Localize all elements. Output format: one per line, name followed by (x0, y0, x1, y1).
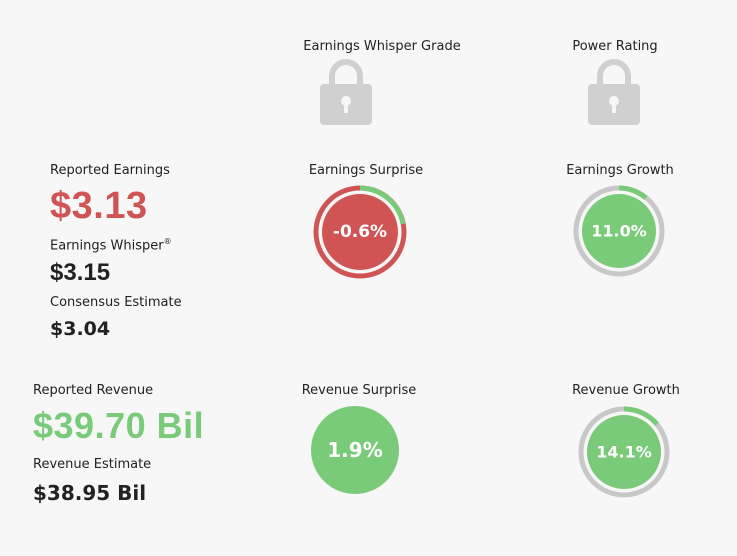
revenue-growth-label: Revenue Growth (572, 383, 680, 398)
consensus-estimate-label: Consensus Estimate (50, 295, 182, 310)
reported-revenue-label: Reported Revenue (33, 383, 154, 398)
reported-earnings-value: $3.13 (50, 185, 148, 227)
earnings-surprise-gauge: -0.6% (313, 185, 407, 279)
gauge-arc (623, 406, 659, 426)
earnings-surprise-value: -0.6% (333, 222, 387, 242)
reported-revenue-value: $39.70 Bil (33, 405, 205, 446)
earnings-growth-value: 11.0% (591, 222, 647, 241)
gauge-core (587, 415, 661, 489)
reported-earnings-label: Reported Earnings (50, 163, 170, 178)
revenue-growth-value: 14.1% (596, 443, 652, 462)
revenue-surprise-label: Revenue Surprise (301, 383, 417, 398)
revenue-surprise-gauge: 1.9% (311, 406, 399, 494)
gauge-arc (618, 185, 648, 200)
padlock-icon (318, 56, 374, 130)
revenue-growth-gauge: 14.1% (578, 406, 670, 498)
earnings-whisper-label-text: Earnings Whisper (50, 238, 164, 254)
revenue-estimate-value: $38.95 Bil (33, 481, 147, 505)
gauge-core (582, 194, 656, 268)
earnings-whisper-grade-label: Earnings Whisper Grade (303, 39, 461, 54)
power-rating-label: Power Rating (572, 39, 658, 54)
earnings-growth-label: Earnings Growth (566, 163, 674, 178)
padlock-icon (586, 56, 642, 130)
revenue-surprise-value: 1.9% (327, 438, 382, 462)
consensus-estimate-value: $3.04 (50, 318, 111, 340)
registered-mark: ® (163, 237, 172, 246)
gauge-core (311, 406, 399, 494)
earnings-surprise-label: Earnings Surprise (308, 163, 424, 178)
revenue-estimate-label: Revenue Estimate (33, 457, 152, 472)
earnings-whisper-value: $3.15 (50, 259, 111, 286)
earnings-whisper-label: Earnings Whisper® (50, 237, 172, 253)
gauge-arc (359, 185, 406, 225)
gauge-core (322, 194, 398, 270)
earnings-growth-gauge: 11.0% (573, 185, 665, 277)
